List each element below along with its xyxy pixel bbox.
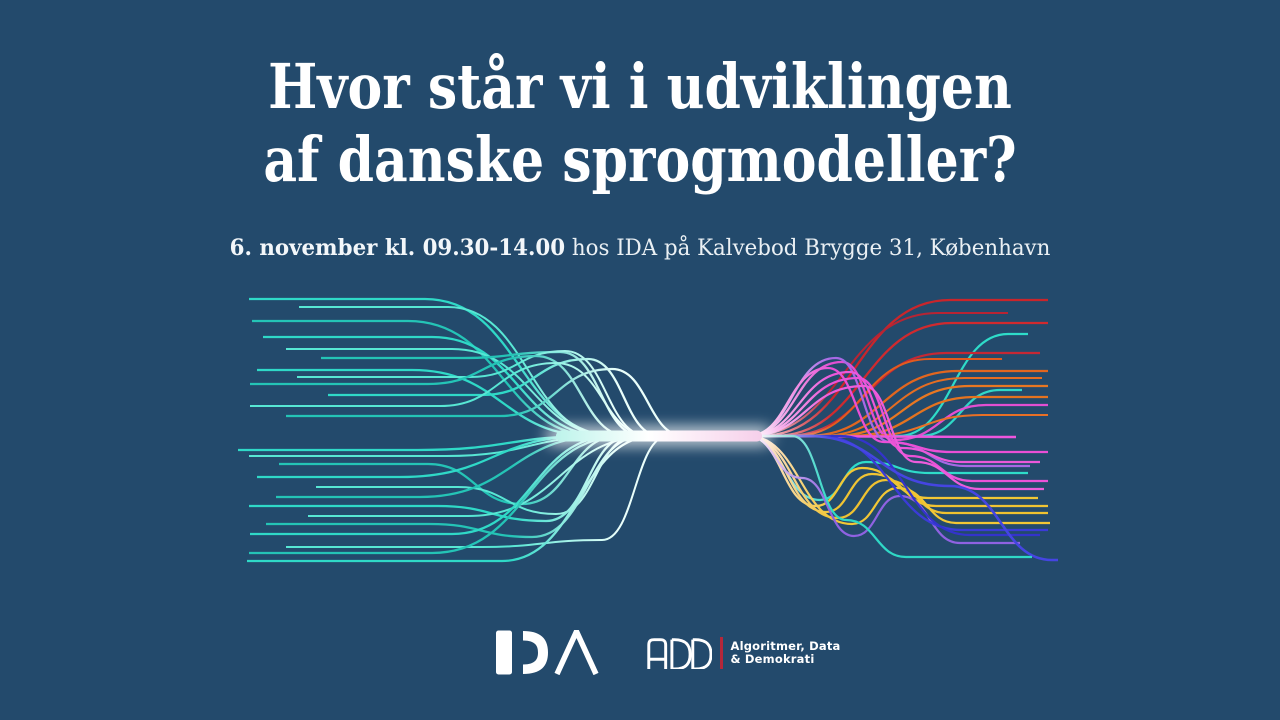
event-location: hos IDA på Kalvebod Brygge 31, København [571, 236, 1051, 261]
page-title: Hvor står vi i udviklingen af danske spr… [0, 50, 1280, 196]
event-datetime: 6. november kl. 09.30-14.00 [229, 235, 566, 261]
title-line-2: af danske sprogmodeller? [263, 123, 1017, 196]
title-line-1: Hvor står vi i udviklingen [268, 50, 1012, 123]
event-details: 6. november kl. 09.30-14.00 hos IDA på Ka… [19, 234, 1261, 263]
